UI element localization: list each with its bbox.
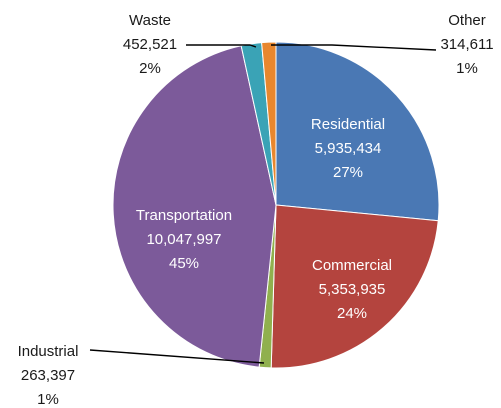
- leader-line-other: [271, 44, 437, 51]
- pie-slice-other: [261, 41, 277, 206]
- slice-labels: Residential 5,935,434 27% Commercial 5,3…: [18, 12, 494, 408]
- label-other-value: 314,611: [440, 36, 493, 53]
- label-waste-percent: 2%: [139, 60, 161, 77]
- label-waste-name: Waste: [129, 12, 171, 29]
- label-waste-value: 452,521: [123, 36, 177, 53]
- label-industrial-percent: 1%: [37, 391, 59, 408]
- label-commercial-value: 5,353,935: [319, 281, 386, 298]
- label-commercial-name: Commercial: [312, 257, 392, 274]
- pie-slice-transportation: [112, 45, 277, 368]
- label-transportation-value: 10,047,997: [146, 231, 221, 248]
- leader-line-waste: [186, 44, 257, 48]
- label-residential-name: Residential: [311, 116, 385, 133]
- label-industrial-value: 263,397: [21, 367, 75, 384]
- label-residential-percent: 27%: [333, 164, 363, 181]
- pie-slices: [112, 41, 440, 369]
- pie-slice-commercial: [270, 204, 439, 369]
- label-transportation-name: Transportation: [136, 207, 232, 224]
- label-transportation-percent: 45%: [169, 255, 199, 272]
- leader-lines: [89, 44, 437, 364]
- label-industrial-name: Industrial: [18, 343, 79, 360]
- leader-line-industrial: [89, 349, 265, 364]
- label-residential-value: 5,935,434: [315, 140, 382, 157]
- label-other-percent: 1%: [456, 60, 478, 77]
- label-other-name: Other: [448, 12, 486, 29]
- label-commercial-percent: 24%: [337, 305, 367, 322]
